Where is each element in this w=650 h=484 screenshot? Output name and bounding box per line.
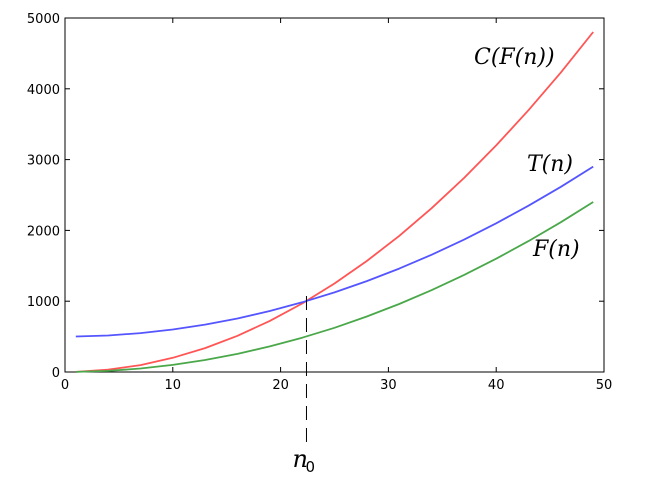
x-axis: 0 10 20 30 40 50 — [61, 18, 612, 393]
y-tick-label: 1000 — [27, 295, 60, 310]
series-label-c-f-n: C(F(n)) — [474, 45, 555, 70]
x-tick-label: 30 — [380, 378, 397, 393]
y-tick-label: 4000 — [27, 83, 60, 98]
x-tick-label: 40 — [488, 378, 505, 393]
plot-frame — [64, 17, 605, 373]
x-tick-label: 20 — [272, 378, 289, 393]
y-tick-label: 2000 — [27, 224, 60, 239]
series-line-0 — [75, 31, 594, 373]
series-line-1 — [75, 165, 594, 338]
series-label-f-n: F(n) — [532, 237, 580, 262]
series-lines — [75, 31, 594, 373]
series-label-t-n: T(n) — [527, 152, 573, 177]
n0-marker: n0 — [292, 296, 315, 476]
series-line-2 — [75, 201, 594, 373]
y-tick-label: 0 — [52, 366, 60, 381]
n0-subscript: 0 — [305, 458, 315, 476]
y-tick-label: 3000 — [27, 154, 60, 169]
x-tick-label: 50 — [596, 378, 613, 393]
n0-label: n — [292, 445, 307, 473]
y-axis: 0 1000 2000 3000 4000 5000 — [27, 12, 604, 381]
x-tick-label: 0 — [61, 378, 69, 393]
y-tick-label: 5000 — [27, 12, 60, 27]
x-tick-label: 10 — [165, 378, 182, 393]
plot-area — [64, 17, 605, 373]
